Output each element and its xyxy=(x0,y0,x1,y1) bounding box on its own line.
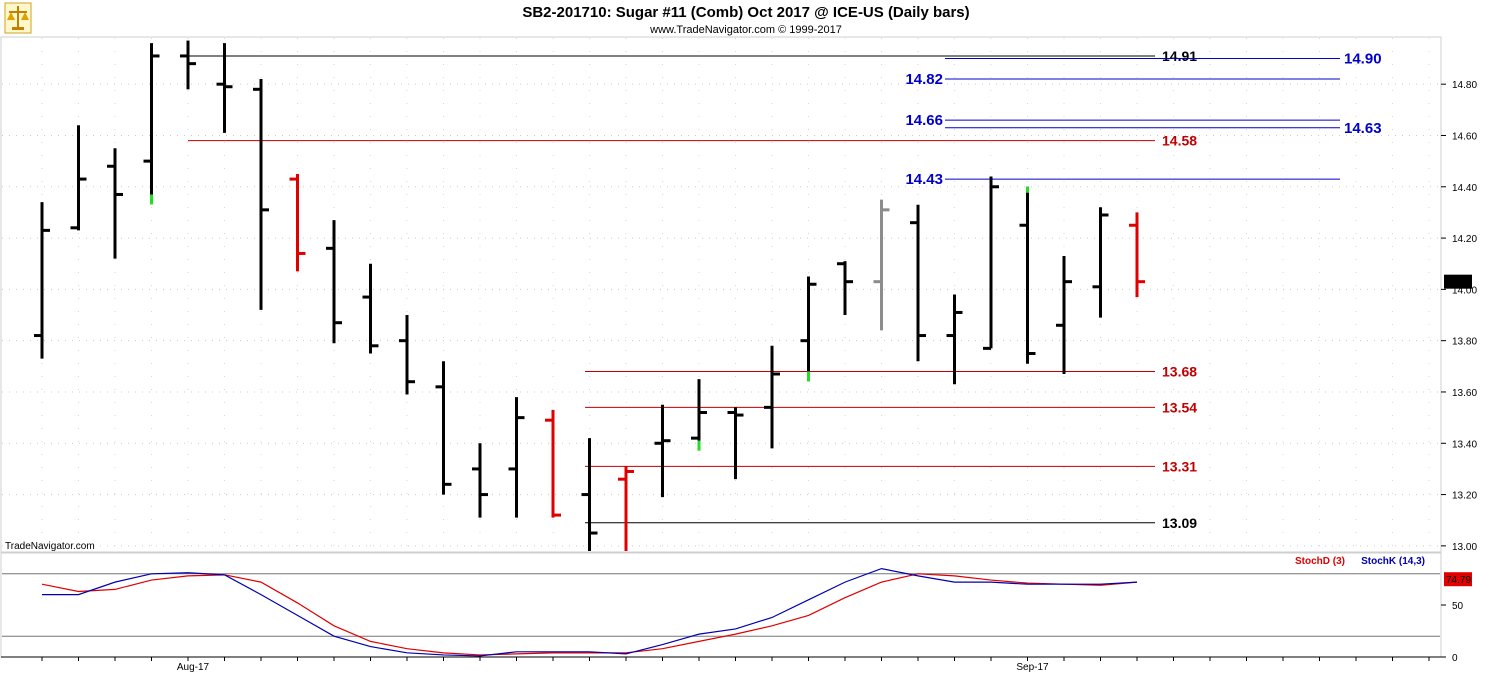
stochastic-panel xyxy=(0,552,1442,658)
ohlc-bar xyxy=(180,40,196,90)
ohlc-bar xyxy=(1129,212,1145,298)
ohlc-bar xyxy=(691,379,707,451)
stoch-tick-label: 0 xyxy=(1452,653,1458,664)
last-price-label: 14.03 xyxy=(1446,278,1471,289)
y-tick-label: 14.80 xyxy=(1452,80,1477,91)
y-tick-label: 13.20 xyxy=(1452,491,1477,502)
ohlc-bar xyxy=(70,125,87,231)
ohlc-bar xyxy=(216,43,233,133)
stochastic-lines xyxy=(41,567,1138,657)
ohlc-bar xyxy=(581,438,598,551)
ohlc-bar xyxy=(727,407,744,480)
ohlc-bar xyxy=(873,199,890,331)
ohlc-bar xyxy=(472,443,488,518)
y-tick-label: 13.60 xyxy=(1452,388,1477,399)
legend-stoch-d: StochD (3) xyxy=(1295,556,1345,567)
ohlc-bar xyxy=(253,79,269,310)
y-tick-label: 14.00 xyxy=(1452,285,1477,296)
y-tick-label: 13.40 xyxy=(1452,439,1477,450)
ohlc-bar xyxy=(435,361,452,495)
ohlc-bar xyxy=(837,261,853,316)
stochastic-grid xyxy=(2,573,1440,637)
level-label-14-66: 14.66 xyxy=(905,112,943,129)
ohlc-bar xyxy=(946,294,963,385)
x-axis: Aug-17 Sep-17 xyxy=(1,656,1441,673)
price-grid xyxy=(2,38,1440,551)
stochastic-y-axis: 50 0 xyxy=(1441,601,1464,664)
ohlc-bar xyxy=(508,397,525,518)
level-label-14-82: 14.82 xyxy=(905,71,943,88)
ohlc-bar xyxy=(1092,207,1109,318)
ohlc-bar xyxy=(910,204,926,362)
ohlc-bar xyxy=(34,202,50,359)
ohlc-bar xyxy=(545,409,561,518)
y-tick-label: 13.80 xyxy=(1452,337,1477,348)
level-label-14-90: 14.90 xyxy=(1344,51,1382,68)
ohlc-bar xyxy=(764,345,780,449)
ohlc-bars xyxy=(34,40,1145,551)
ohlc-bar xyxy=(983,176,999,350)
stoch-last-label: 74.79 xyxy=(1446,575,1471,586)
y-tick-label: 13.00 xyxy=(1452,542,1477,553)
scale-icon xyxy=(4,2,32,34)
ohlc-bar xyxy=(107,148,123,259)
ohlc-bar xyxy=(1056,256,1072,375)
level-label-14-91: 14.91 xyxy=(1162,48,1197,64)
level-label-13-54: 13.54 xyxy=(1162,399,1197,415)
y-tick-label: 14.40 xyxy=(1452,183,1477,194)
y-tick-label: 14.20 xyxy=(1452,234,1477,245)
level-label-14-58: 14.58 xyxy=(1162,133,1197,149)
stoch-tick-label: 50 xyxy=(1452,601,1464,612)
x-tick-label: Aug-17 xyxy=(177,662,210,673)
stoch-k-line xyxy=(42,567,1138,657)
price-levels: 14.91 14.90 14.82 14.66 14.63 14.58 14.43 13.68… xyxy=(180,48,1382,531)
ohlc-bar xyxy=(326,220,342,344)
chart-title: SB2-201710: Sugar #11 (Comb) Oct 2017 @ … xyxy=(522,4,969,21)
level-label-13-68: 13.68 xyxy=(1162,363,1197,379)
price-panel xyxy=(0,36,1442,553)
level-label-13-09: 13.09 xyxy=(1162,515,1197,531)
ohlc-bar xyxy=(800,276,817,382)
chart-subtitle: www.TradeNavigator.com © 1999-2017 xyxy=(649,24,842,36)
legend-stoch-k: StochK (14,3) xyxy=(1361,556,1425,567)
ohlc-bar xyxy=(362,263,379,354)
ohlc-bar xyxy=(289,173,306,272)
level-label-14-63: 14.63 xyxy=(1344,120,1382,137)
price-y-axis: 14.80 14.60 14.40 14.20 14.00 13.80 13.60 13.40… xyxy=(1441,80,1477,553)
watermark: TradeNavigator.com xyxy=(5,541,95,552)
stoch-last-badge: 74.79 xyxy=(1444,572,1472,587)
ohlc-bar xyxy=(399,315,415,395)
level-label-14-43: 14.43 xyxy=(905,171,943,188)
y-tick-label: 14.60 xyxy=(1452,131,1477,142)
ohlc-bar xyxy=(1019,186,1036,364)
stoch-d-line xyxy=(41,573,1138,656)
last-price-badge: 14.03 xyxy=(1444,274,1472,289)
ohlc-bar xyxy=(143,43,160,205)
ohlc-bar xyxy=(654,404,671,498)
level-label-13-31: 13.31 xyxy=(1162,458,1197,474)
chart-logo xyxy=(4,2,32,34)
ohlc-bar xyxy=(618,466,634,551)
x-tick-label: Sep-17 xyxy=(1016,662,1049,673)
